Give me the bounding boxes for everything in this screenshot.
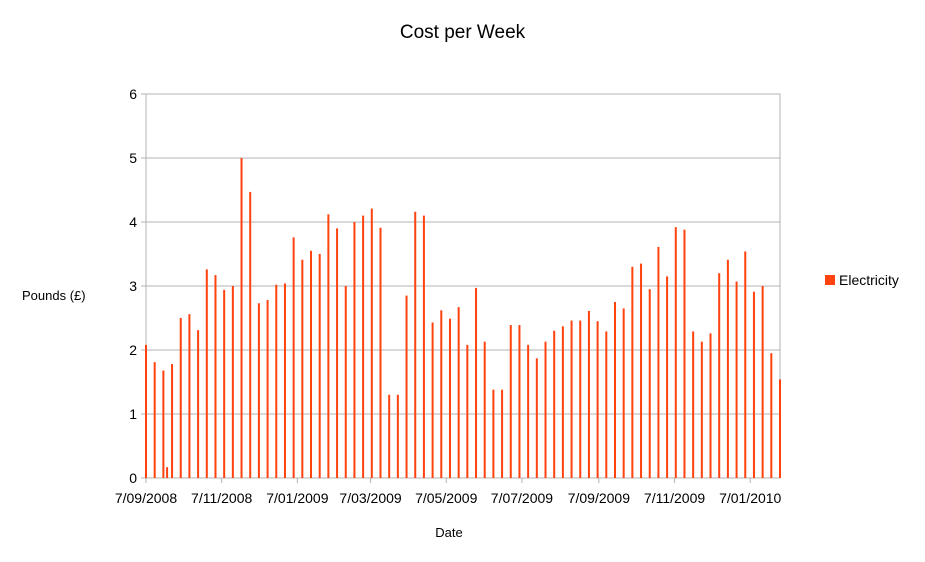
- bar: [422, 215, 425, 478]
- bar: [353, 222, 356, 478]
- x-tick-label: 7/07/2009: [491, 490, 553, 506]
- bar: [370, 208, 373, 478]
- bar: [744, 251, 747, 478]
- x-tick-label: 7/09/2009: [568, 490, 630, 506]
- bar: [310, 250, 313, 478]
- y-tick-label: 2: [129, 342, 137, 358]
- bar: [587, 310, 590, 478]
- y-tick-label: 5: [129, 150, 137, 166]
- bar: [231, 286, 234, 478]
- bar: [301, 259, 304, 478]
- chart-title: Cost per Week: [399, 22, 526, 43]
- bar: [770, 353, 773, 478]
- x-tick-label: 7/11/2008: [191, 490, 252, 506]
- y-tick-label: 6: [129, 86, 137, 102]
- y-tick-label: 1: [129, 406, 137, 422]
- bar: [145, 344, 147, 478]
- bar: [283, 283, 286, 478]
- bar: [761, 286, 764, 478]
- bar: [166, 467, 169, 478]
- bar: [700, 341, 703, 478]
- bar: [414, 211, 417, 478]
- bar: [640, 263, 643, 478]
- x-tick-label: 7/01/2009: [266, 490, 328, 506]
- bar: [379, 227, 382, 478]
- bar: [344, 286, 347, 478]
- x-axis-label: Date: [435, 525, 463, 540]
- legend-swatch: [825, 275, 835, 285]
- bar: [709, 333, 712, 478]
- legend-label: Electricity: [839, 272, 899, 288]
- bar: [162, 370, 165, 478]
- bar: [171, 364, 174, 478]
- bar: [501, 389, 504, 478]
- bar: [223, 289, 226, 478]
- bar: [388, 394, 391, 478]
- bar: [153, 362, 156, 478]
- bar: [683, 229, 686, 478]
- bar: [692, 331, 695, 478]
- bar: [179, 318, 182, 478]
- bar: [622, 308, 625, 478]
- bar: [613, 302, 616, 478]
- bar: [448, 318, 451, 478]
- bar: [596, 321, 599, 478]
- bar: [666, 276, 669, 478]
- bar: [240, 158, 243, 478]
- bar: [405, 295, 408, 478]
- bar: [553, 330, 556, 478]
- bar: [336, 228, 339, 478]
- x-tick-label: 7/01/2010: [719, 490, 781, 506]
- x-tick-label: 7/11/2009: [644, 490, 705, 506]
- bar: [457, 307, 460, 478]
- bar: [396, 394, 399, 478]
- y-axis-label: Pounds (£): [22, 288, 86, 303]
- bar: [466, 344, 469, 478]
- y-tick-label: 0: [129, 470, 137, 486]
- legend: Electricity: [825, 272, 899, 288]
- bar: [726, 259, 729, 478]
- y-tick-label: 4: [129, 214, 137, 230]
- bar: [544, 341, 547, 478]
- bar: [188, 314, 191, 478]
- bar: [648, 289, 651, 478]
- bar: [197, 330, 200, 478]
- bar: [605, 331, 608, 478]
- bar: [579, 320, 582, 478]
- bar: [257, 303, 260, 478]
- bar: [535, 358, 538, 478]
- bar: [266, 300, 269, 478]
- bar: [214, 275, 217, 478]
- bar: [674, 227, 677, 478]
- bar: [509, 325, 512, 478]
- plot-frame: [145, 93, 781, 479]
- x-tick-label: 7/03/2009: [339, 490, 401, 506]
- y-tick-label: 3: [129, 278, 137, 294]
- bar: [483, 341, 486, 478]
- bar: [518, 325, 521, 478]
- bar: [327, 214, 330, 478]
- bar: [527, 344, 530, 478]
- bar: [249, 191, 252, 479]
- bar: [431, 322, 434, 478]
- bar: [570, 320, 573, 478]
- bar: [735, 281, 738, 478]
- bar: [752, 291, 755, 478]
- x-tick-label: 7/09/2008: [115, 490, 177, 506]
- bar: [292, 237, 295, 478]
- bar: [205, 269, 208, 478]
- bar: [561, 326, 564, 478]
- x-tick-label: 7/05/2009: [415, 490, 477, 506]
- bar: [492, 389, 495, 478]
- bar: [275, 284, 278, 478]
- bar: [631, 266, 634, 478]
- bar: [440, 310, 443, 478]
- bar: [318, 254, 321, 478]
- bar: [362, 215, 365, 478]
- bar: [718, 273, 721, 478]
- bar: [657, 246, 660, 478]
- bar: [779, 379, 781, 478]
- bar: [475, 287, 478, 478]
